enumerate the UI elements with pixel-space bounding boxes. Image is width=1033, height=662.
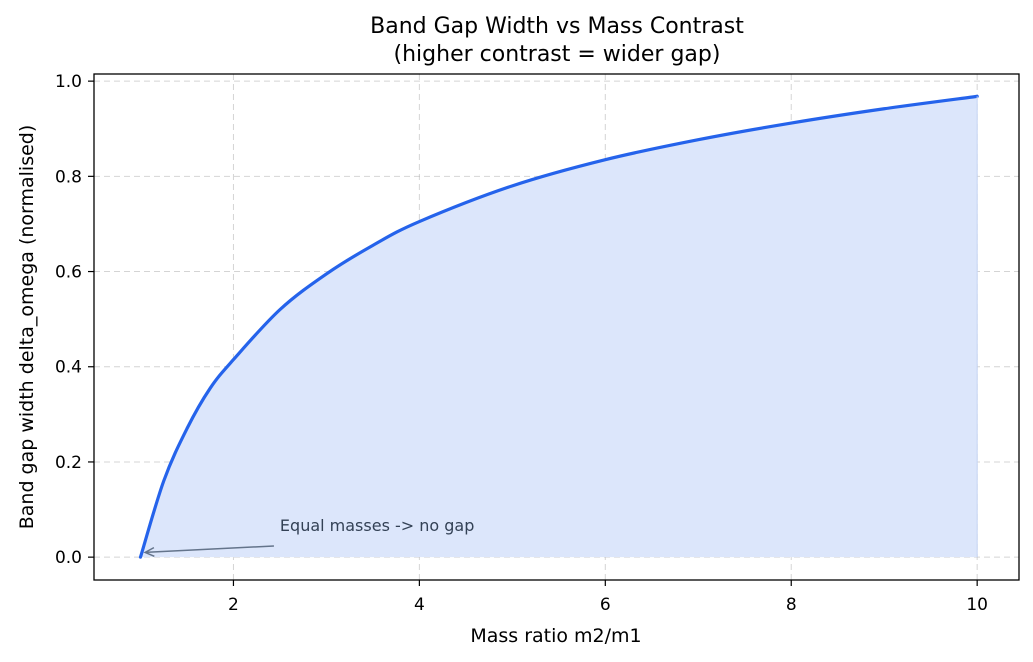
y-tick-label: 0.2 xyxy=(55,453,82,473)
series-line xyxy=(138,94,979,559)
annotation: Equal masses -> no gap xyxy=(143,516,474,557)
y-axis-title: Band gap width delta_omega (normalised) xyxy=(16,125,38,530)
chart-title-line2: (higher contrast = wider gap) xyxy=(394,42,721,67)
y-tick-label: 0.8 xyxy=(55,167,82,187)
annotation-arrow xyxy=(145,545,274,554)
annotation-arrowhead xyxy=(143,546,155,557)
y-tick-label: 0.6 xyxy=(55,263,82,283)
x-axis-title: Mass ratio m2/m1 xyxy=(470,625,641,647)
x-axis: 2 4 6 8 10 xyxy=(228,580,988,615)
x-tick-label: 6 xyxy=(600,595,611,615)
x-tick-label: 4 xyxy=(414,595,425,615)
x-tick-label: 2 xyxy=(228,595,239,615)
y-axis: 0.0 0.2 0.4 0.6 0.8 1.0 xyxy=(55,72,94,568)
y-tick-label: 1.0 xyxy=(55,72,82,92)
x-tick-label: 10 xyxy=(966,595,988,615)
annotation-text: Equal masses -> no gap xyxy=(280,516,474,535)
area-fill xyxy=(140,96,978,558)
y-tick-label: 0.4 xyxy=(55,358,82,378)
chart-title-line1: Band Gap Width vs Mass Contrast xyxy=(370,14,744,39)
plot-frame xyxy=(93,73,1020,581)
y-tick-label: 0.0 xyxy=(55,548,82,568)
x-tick-label: 8 xyxy=(786,595,797,615)
